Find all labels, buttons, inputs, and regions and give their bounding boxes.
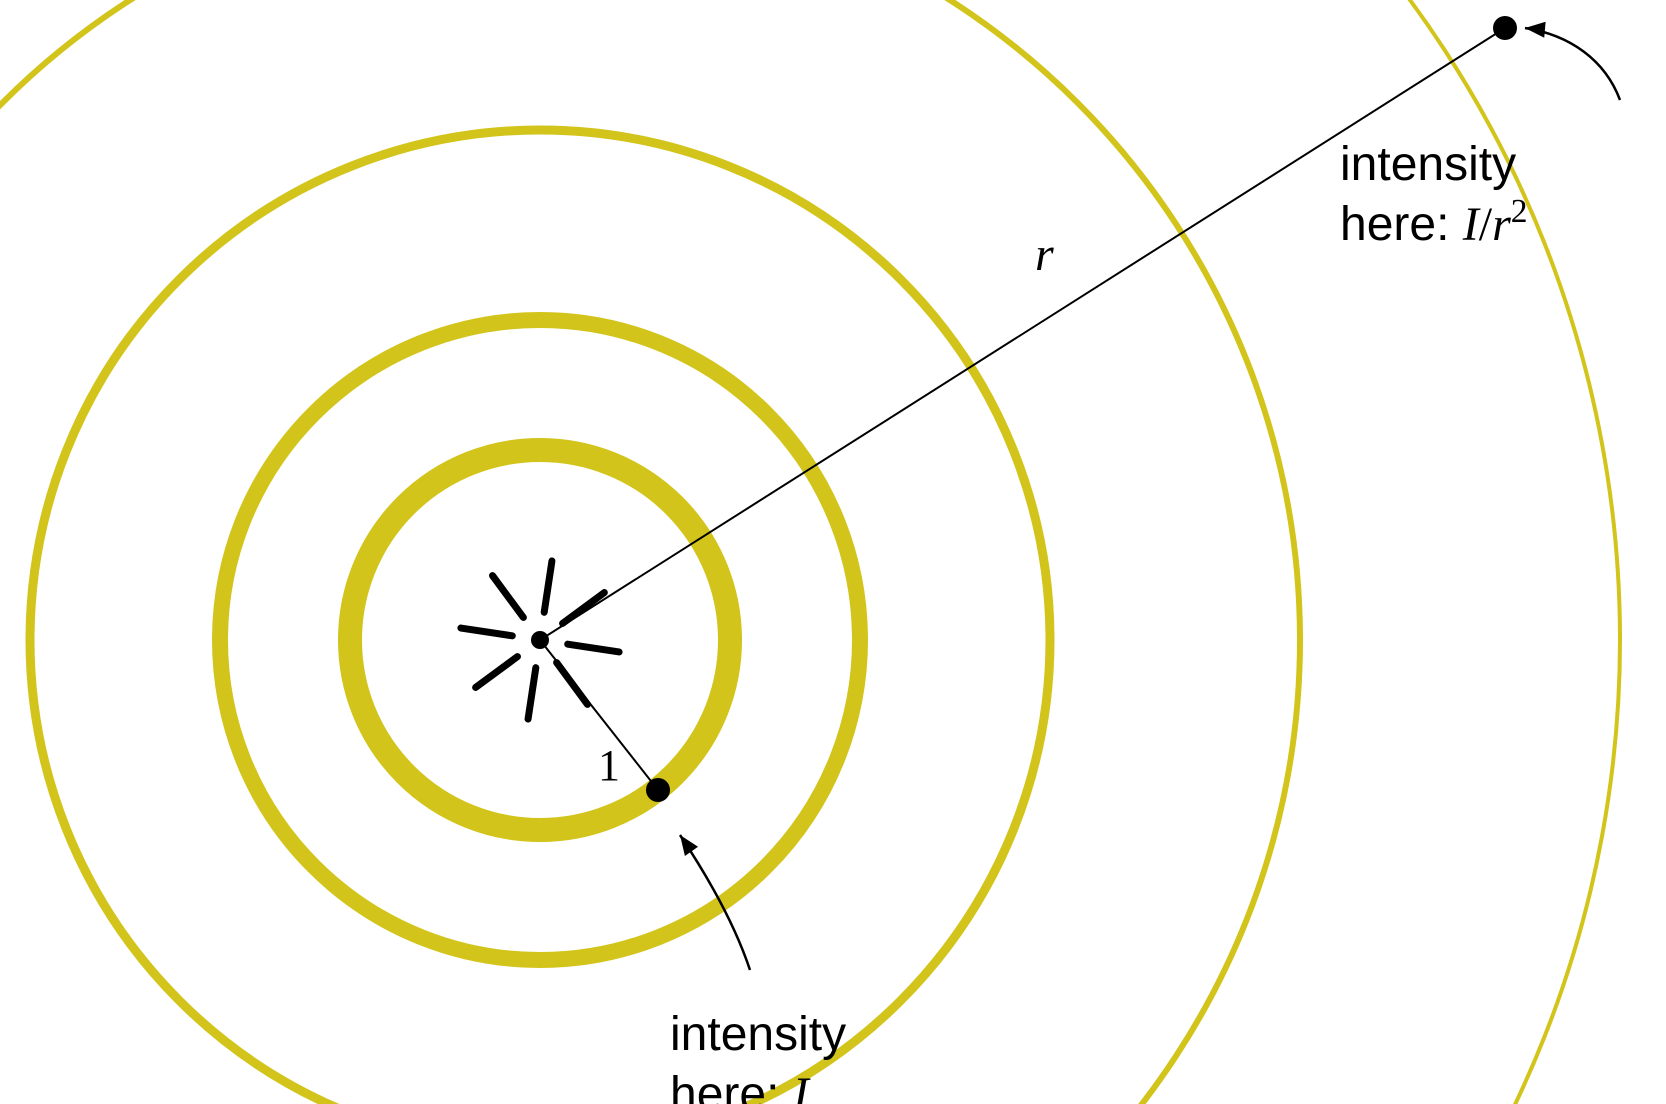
outer-point: [1493, 16, 1517, 40]
label-r: r: [1035, 228, 1054, 281]
label-intensity-inner-line2: here: I: [670, 1068, 811, 1104]
label-one: 1: [598, 741, 620, 790]
label-intensity-outer-line2: here: I/r2: [1340, 193, 1528, 251]
center-dot: [531, 631, 549, 649]
inner-point: [646, 778, 670, 802]
label-intensity-outer-line1: intensity: [1340, 138, 1516, 191]
label-intensity-inner-line1: intensity: [670, 1008, 846, 1061]
